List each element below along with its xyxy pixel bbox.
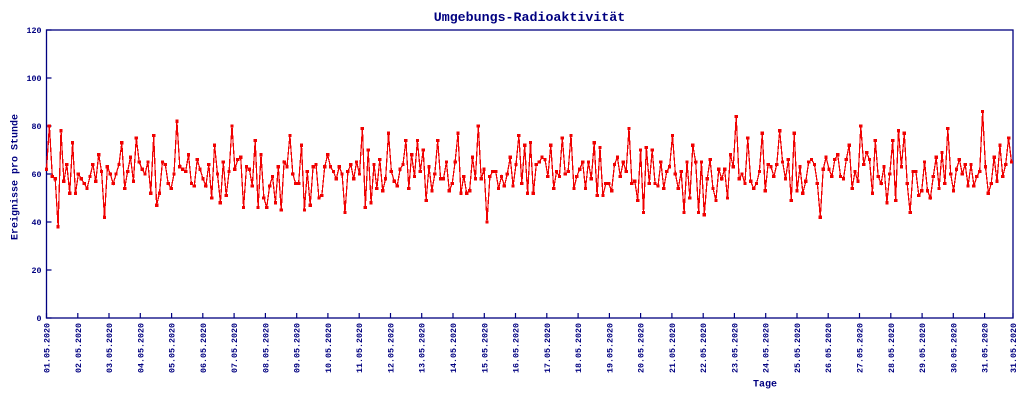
svg-text:05.05.2020: 05.05.2020	[168, 323, 178, 373]
svg-text:11.05.2020: 11.05.2020	[355, 323, 365, 373]
svg-text:31.05.2020: 31.05.2020	[981, 323, 991, 373]
svg-text:07.05.2020: 07.05.2020	[230, 323, 240, 373]
svg-text:12.05.2020: 12.05.2020	[387, 323, 397, 373]
svg-text:03.05.2020: 03.05.2020	[105, 323, 115, 373]
svg-text:28.05.2020: 28.05.2020	[887, 323, 897, 373]
svg-text:16.05.2020: 16.05.2020	[512, 323, 522, 373]
svg-text:21.05.2020: 21.05.2020	[668, 323, 678, 373]
svg-text:20.05.2020: 20.05.2020	[637, 323, 647, 373]
svg-text:08.05.2020: 08.05.2020	[261, 323, 271, 373]
svg-text:06.05.2020: 06.05.2020	[199, 323, 209, 373]
svg-text:14.05.2020: 14.05.2020	[449, 323, 459, 373]
svg-text:31.05.2020: 31.05.2020	[1009, 323, 1019, 373]
svg-text:18.05.2020: 18.05.2020	[574, 323, 584, 373]
svg-text:13.05.2020: 13.05.2020	[418, 323, 428, 373]
svg-text:24.05.2020: 24.05.2020	[762, 323, 772, 373]
svg-text:20: 20	[32, 266, 42, 276]
svg-text:01.05.2020: 01.05.2020	[43, 323, 53, 373]
svg-text:100: 100	[27, 74, 42, 84]
svg-text:23.05.2020: 23.05.2020	[730, 323, 740, 373]
svg-text:15.05.2020: 15.05.2020	[480, 323, 490, 373]
svg-text:Umgebungs-Radioaktivität: Umgebungs-Radioaktivität	[434, 10, 626, 25]
svg-text:09.05.2020: 09.05.2020	[293, 323, 303, 373]
svg-text:22.05.2020: 22.05.2020	[699, 323, 709, 373]
svg-text:26.05.2020: 26.05.2020	[824, 323, 834, 373]
svg-text:19.05.2020: 19.05.2020	[605, 323, 615, 373]
svg-text:120: 120	[27, 26, 42, 36]
svg-text:30.05.2020: 30.05.2020	[949, 323, 959, 373]
svg-text:60: 60	[32, 170, 42, 180]
svg-text:0: 0	[37, 314, 42, 324]
svg-text:29.05.2020: 29.05.2020	[918, 323, 928, 373]
svg-text:40: 40	[32, 218, 42, 228]
svg-text:02.05.2020: 02.05.2020	[74, 323, 84, 373]
svg-text:Tage: Tage	[753, 380, 777, 391]
svg-text:27.05.2020: 27.05.2020	[856, 323, 866, 373]
svg-text:Ereignisse pro Stunde: Ereignisse pro Stunde	[10, 114, 22, 240]
svg-text:04.05.2020: 04.05.2020	[136, 323, 146, 373]
svg-text:80: 80	[32, 122, 42, 132]
svg-text:25.05.2020: 25.05.2020	[793, 323, 803, 373]
svg-text:17.05.2020: 17.05.2020	[543, 323, 553, 373]
svg-text:10.05.2020: 10.05.2020	[324, 323, 334, 373]
